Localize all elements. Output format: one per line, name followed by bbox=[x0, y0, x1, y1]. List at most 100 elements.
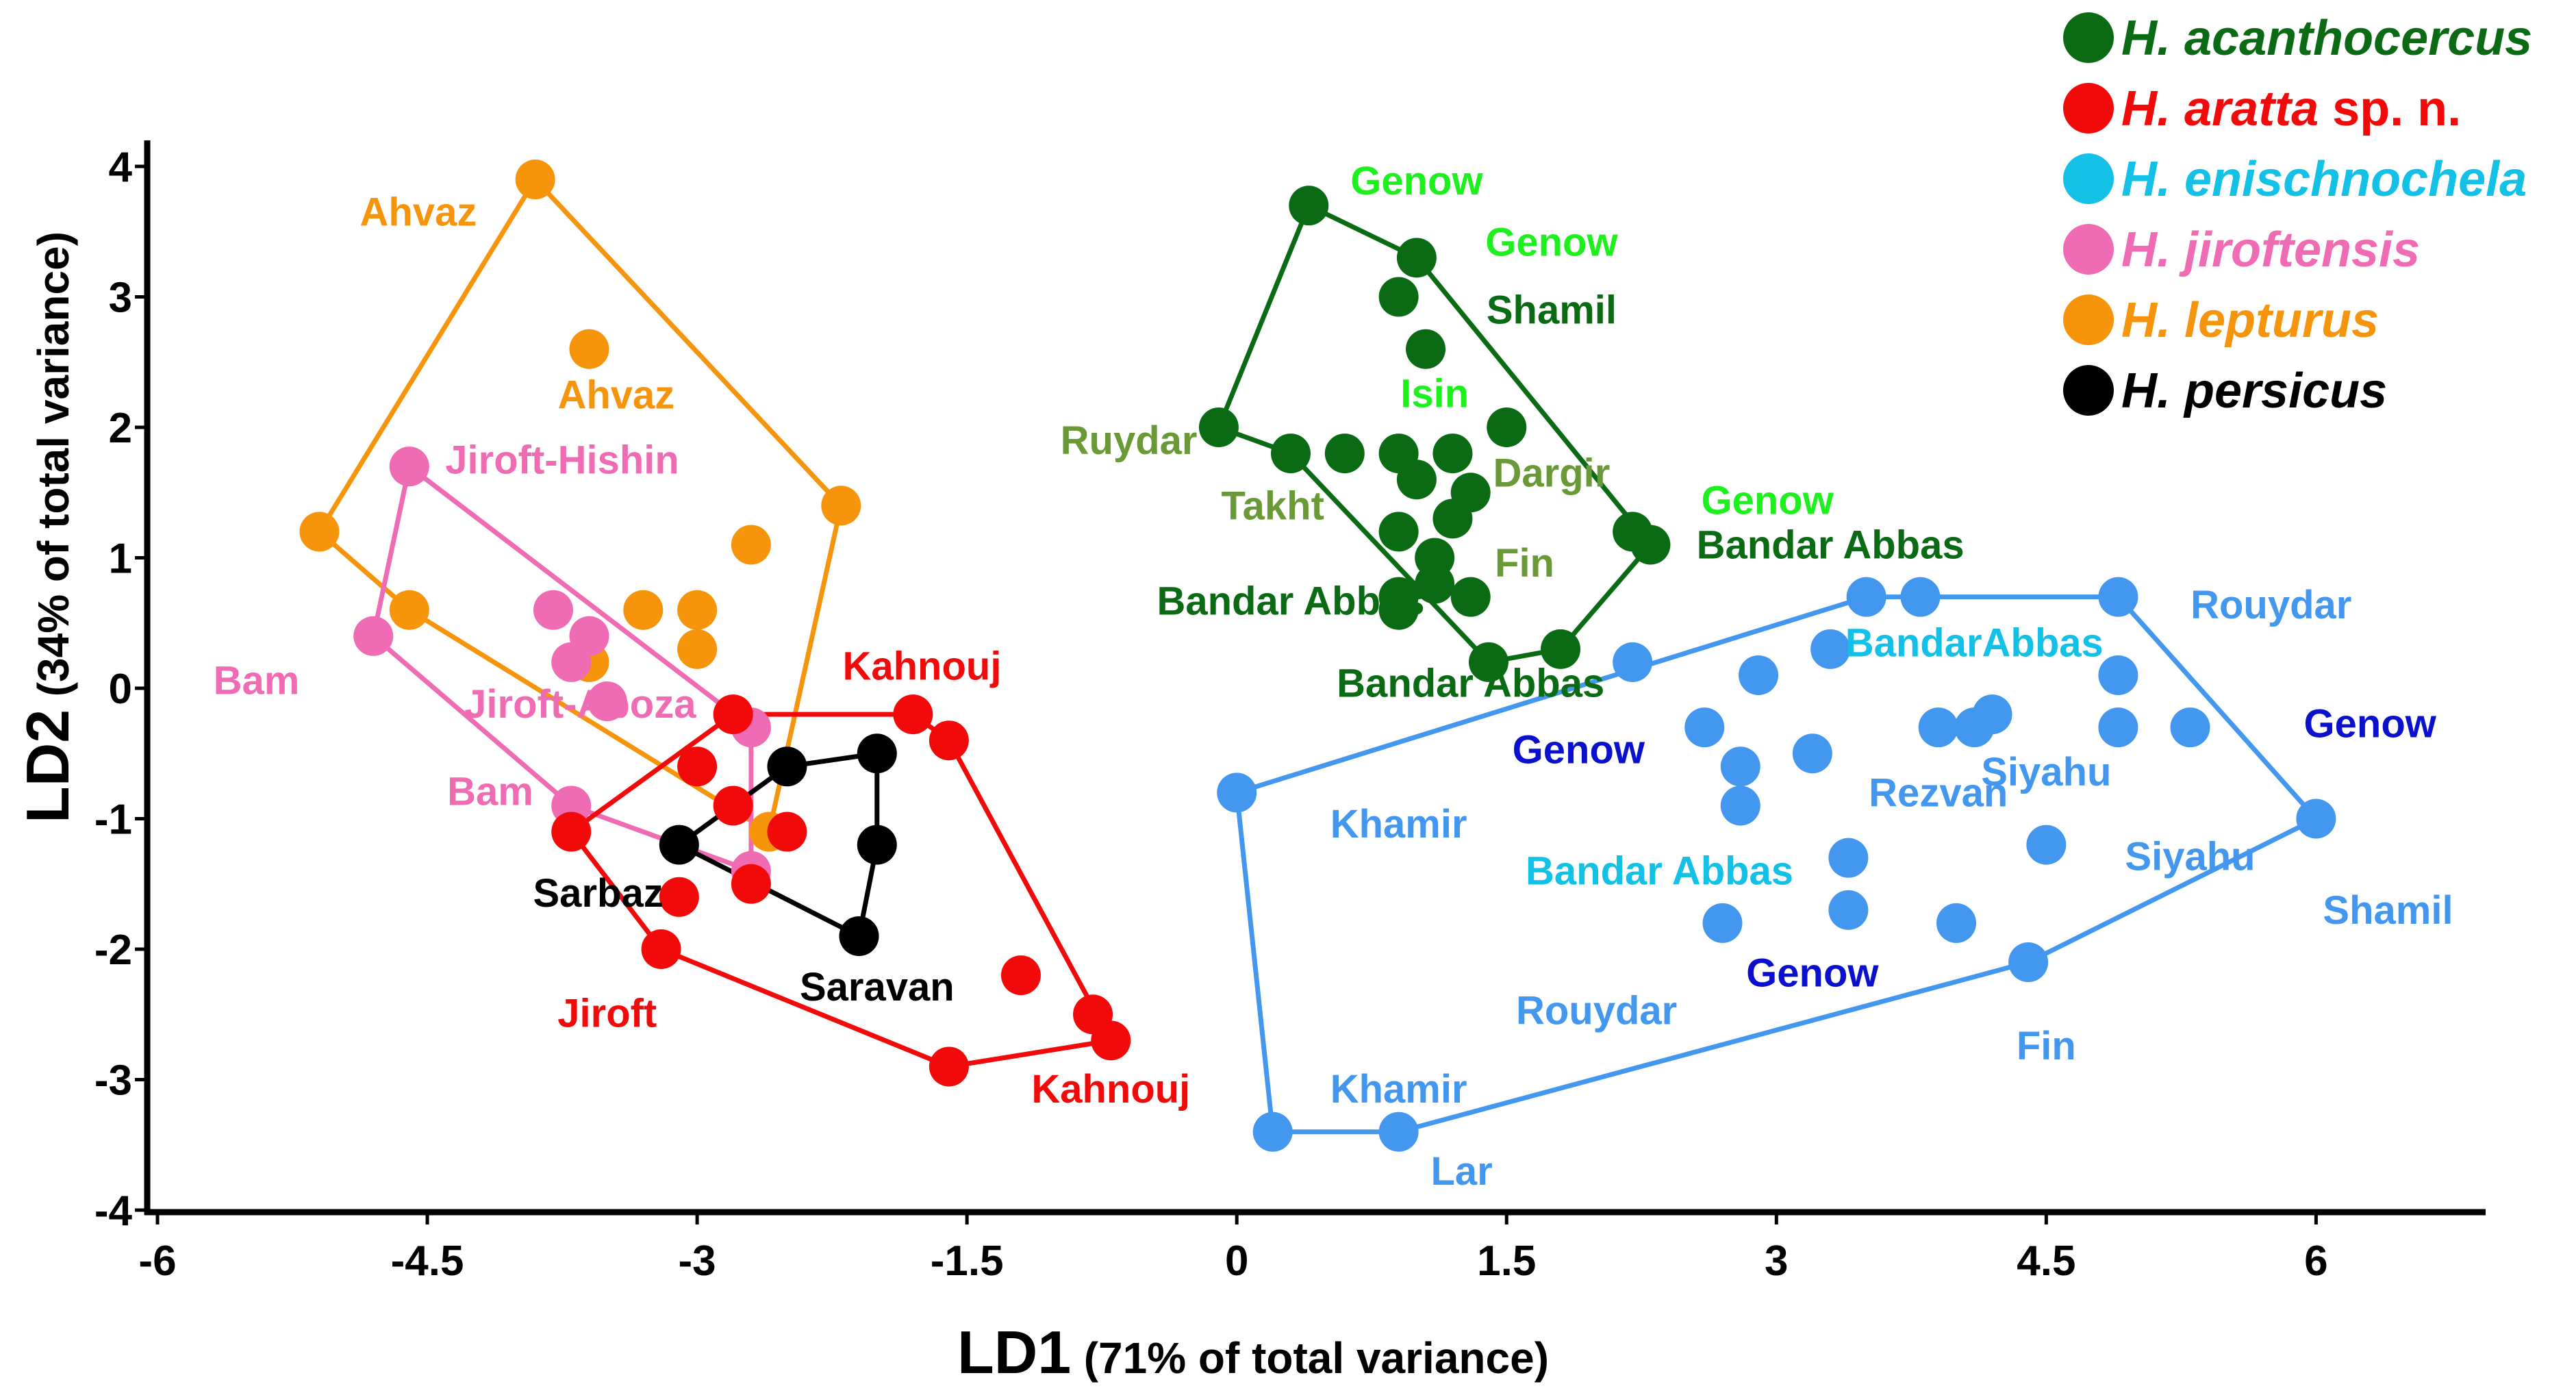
point-h-lepturus bbox=[623, 590, 664, 630]
point-annotation: Bandar Abbas bbox=[1157, 579, 1424, 623]
point-h-lepturus bbox=[677, 590, 718, 630]
point-annotation: Saravan bbox=[800, 965, 955, 1009]
point-h-enischnochela bbox=[1378, 1111, 1419, 1152]
point-h-aratta-sp-n bbox=[551, 812, 592, 852]
legend-marker bbox=[2063, 365, 2114, 416]
point-h-enischnochela bbox=[1846, 577, 1886, 617]
y-tick-label: 1 bbox=[109, 536, 132, 583]
legend-label: H. enischnochela bbox=[2121, 152, 2527, 207]
point-annotation: Siyahu bbox=[1981, 750, 2111, 794]
point-h-acanthocercus bbox=[1396, 238, 1437, 278]
y-tick-label: -1 bbox=[94, 796, 132, 844]
point-h-enischnochela bbox=[1810, 629, 1851, 669]
point-annotation: Fin bbox=[1495, 541, 1554, 586]
point-h-acanthocercus bbox=[1198, 407, 1239, 447]
point-h-lepturus bbox=[515, 160, 555, 200]
point-h-enischnochela bbox=[2098, 707, 2138, 748]
x-tick-label: 4.5 bbox=[2017, 1237, 2075, 1285]
legend-marker bbox=[2063, 153, 2114, 204]
point-annotation: Takht bbox=[1222, 483, 1324, 528]
point-annotation: Jiroft-Hishin bbox=[445, 438, 679, 483]
point-h-persicus bbox=[857, 825, 897, 865]
point-h-aratta-sp-n bbox=[767, 812, 807, 852]
point-h-enischnochela bbox=[2170, 707, 2210, 748]
point-annotation: Kahnouj bbox=[842, 644, 1001, 689]
point-annotation: Jiroft-Aboza bbox=[464, 682, 696, 727]
point-annotation: Ahvaz bbox=[557, 373, 674, 417]
point-h-enischnochela bbox=[1739, 655, 1779, 695]
point-annotation: Kahnouj bbox=[1031, 1067, 1190, 1111]
point-annotation: Siyahu bbox=[2125, 835, 2255, 879]
point-annotation: Genow bbox=[1350, 159, 1483, 203]
x-tick-label: 0 bbox=[1225, 1237, 1248, 1285]
point-h-lepturus bbox=[389, 590, 429, 630]
point-annotation: Dargir bbox=[1493, 451, 1611, 496]
point-h-aratta-sp-n bbox=[677, 746, 718, 787]
point-h-acanthocercus bbox=[1289, 186, 1329, 226]
x-tick-label: 3 bbox=[1765, 1237, 1788, 1285]
x-axis-title-main: LD1 bbox=[957, 1318, 1071, 1386]
point-h-enischnochela bbox=[1613, 642, 1653, 682]
point-annotation: BandarAbbas bbox=[1845, 620, 2104, 665]
point-h-acanthocercus bbox=[1541, 629, 1581, 669]
point-annotation: Ruydar bbox=[1061, 418, 1198, 463]
point-annotation: Genow bbox=[1701, 479, 1834, 523]
point-annotation: Bam bbox=[214, 659, 300, 703]
y-tick-label: -2 bbox=[94, 927, 132, 974]
point-annotation: Genow bbox=[1485, 220, 1618, 264]
y-axis-title-note: (34% of total variance) bbox=[29, 231, 78, 696]
x-tick-label: -4.5 bbox=[391, 1237, 464, 1285]
point-h-aratta-sp-n bbox=[1073, 994, 1113, 1035]
legend-species-name: H. enischnochela bbox=[2121, 152, 2527, 207]
point-annotation: Sarbaz bbox=[533, 871, 664, 916]
y-tick-label: -4 bbox=[94, 1187, 133, 1235]
legend-species-name: H. persicus bbox=[2121, 364, 2387, 418]
legend-label: H. persicus bbox=[2121, 364, 2387, 418]
point-h-lepturus bbox=[677, 629, 718, 669]
legend-suffix: sp. n. bbox=[2319, 81, 2461, 136]
point-annotation: Bandar Abbas bbox=[1697, 523, 1965, 567]
point-h-enischnochela bbox=[1252, 1111, 1293, 1152]
point-h-enischnochela bbox=[1702, 903, 1743, 943]
point-h-enischnochela bbox=[1720, 786, 1760, 826]
point-h-lepturus bbox=[821, 486, 861, 526]
point-h-lepturus bbox=[731, 525, 771, 565]
point-annotation: Shamil bbox=[2323, 888, 2453, 933]
legend-marker bbox=[2063, 83, 2114, 134]
point-h-acanthocercus bbox=[1378, 277, 1419, 317]
legend-label: H. lepturus bbox=[2121, 293, 2379, 348]
point-h-aratta-sp-n bbox=[713, 694, 753, 735]
point-annotation: Bandar Abbas bbox=[1337, 661, 1604, 705]
y-axis-title-main: LD2 bbox=[14, 709, 81, 823]
legend-marker bbox=[2063, 294, 2114, 345]
point-h-aratta-sp-n bbox=[713, 786, 753, 826]
point-h-enischnochela bbox=[2098, 655, 2138, 695]
point-h-enischnochela bbox=[2008, 942, 2049, 983]
point-h-persicus bbox=[767, 746, 807, 787]
point-h-lepturus bbox=[569, 329, 609, 369]
point-h-enischnochela bbox=[1828, 890, 1869, 930]
point-h-enischnochela bbox=[2026, 825, 2067, 865]
legend-label: H. acanthocercus bbox=[2121, 11, 2532, 66]
point-h-enischnochela bbox=[2296, 799, 2336, 839]
point-annotation: Bam bbox=[447, 769, 533, 814]
point-h-aratta-sp-n bbox=[893, 694, 933, 735]
point-h-enischnochela bbox=[1217, 772, 1257, 813]
point-h-enischnochela bbox=[1972, 694, 2012, 735]
point-h-acanthocercus bbox=[1432, 499, 1473, 539]
point-annotation: Genow bbox=[2304, 701, 2437, 746]
point-h-acanthocercus bbox=[1415, 564, 1455, 604]
point-annotation: Ahvaz bbox=[360, 190, 477, 235]
point-h-persicus bbox=[659, 825, 699, 865]
point-h-lepturus bbox=[299, 512, 340, 552]
point-h-acanthocercus bbox=[1613, 512, 1653, 552]
point-h-aratta-sp-n bbox=[731, 864, 771, 904]
legend-species-name: H. jiroftensis bbox=[2121, 223, 2420, 277]
point-h-enischnochela bbox=[1792, 733, 1832, 774]
point-h-acanthocercus bbox=[1487, 407, 1527, 447]
point-annotation: Isin bbox=[1400, 371, 1469, 416]
point-h-acanthocercus bbox=[1378, 590, 1419, 630]
point-h-enischnochela bbox=[2098, 577, 2138, 617]
x-tick-label: 6 bbox=[2304, 1237, 2327, 1285]
